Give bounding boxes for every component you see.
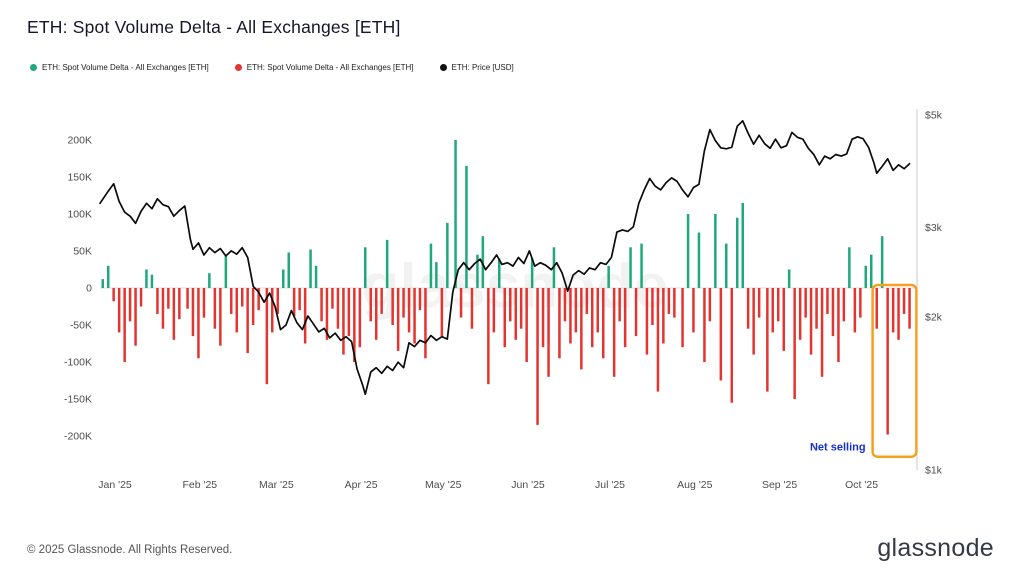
volume-delta-bars xyxy=(101,140,911,435)
svg-text:$5k: $5k xyxy=(925,110,943,122)
svg-text:-50K: -50K xyxy=(70,320,92,332)
svg-text:$2k: $2k xyxy=(925,312,943,324)
net-selling-highlight-box xyxy=(871,283,918,458)
price-line xyxy=(99,119,911,396)
legend-label: ETH: Price [USD] xyxy=(451,63,514,72)
svg-text:100K: 100K xyxy=(67,209,92,221)
svg-text:Sep '25: Sep '25 xyxy=(762,479,797,491)
left-axis-ticks: 200K 150K 100K 50K 0 -50K -100K -150K -200K xyxy=(64,135,92,443)
black-series-dot-icon xyxy=(439,64,447,71)
svg-text:Jul '25: Jul '25 xyxy=(595,479,625,491)
page-title: ETH: Spot Volume Delta - All Exchanges [… xyxy=(27,17,401,37)
svg-text:-200K: -200K xyxy=(64,431,92,443)
svg-text:Feb '25: Feb '25 xyxy=(182,479,217,491)
svg-text:Jun '25: Jun '25 xyxy=(511,479,545,491)
svg-text:Mar '25: Mar '25 xyxy=(259,479,294,491)
chart-legend: ETH: Spot Volume Delta - All Exchanges [… xyxy=(30,63,514,72)
legend-item-eth-price[interactable]: ETH: Price [USD] xyxy=(439,63,514,72)
svg-text:Jan '25: Jan '25 xyxy=(98,479,132,491)
svg-text:-150K: -150K xyxy=(64,394,92,406)
svg-text:200K: 200K xyxy=(67,135,92,147)
svg-text:Aug '25: Aug '25 xyxy=(677,479,712,491)
x-axis-ticks: Jan '25 Feb '25 Mar '25 Apr '25 May '25 Jun '… xyxy=(98,479,878,491)
copyright-text: © 2025 Glassnode. All Rights Reserved. xyxy=(27,544,233,556)
right-axis-ticks: $5k $3k $2k $1k xyxy=(925,110,943,477)
legend-item-spot-volume-delta-negative[interactable]: ETH: Spot Volume Delta - All Exchanges [… xyxy=(234,63,414,72)
svg-text:$3k: $3k xyxy=(925,222,943,234)
legend-label: ETH: Spot Volume Delta - All Exchanges [… xyxy=(42,63,209,72)
chart-area[interactable]: glassnode Net selling 200K 150K 100K 50K 0 -50K… xyxy=(0,95,1024,515)
legend-item-spot-volume-delta-positive[interactable]: ETH: Spot Volume Delta - All Exchanges [… xyxy=(30,63,209,72)
green-series-dot-icon xyxy=(30,64,37,71)
svg-text:150K: 150K xyxy=(67,172,92,184)
svg-text:$1k: $1k xyxy=(925,465,943,477)
net-selling-label: Net selling xyxy=(810,442,866,454)
red-series-dot-icon xyxy=(234,64,242,71)
svg-text:May '25: May '25 xyxy=(425,479,462,491)
glassnode-logo: glassnode xyxy=(877,534,994,562)
svg-text:Oct '25: Oct '25 xyxy=(845,479,878,491)
svg-text:-100K: -100K xyxy=(64,357,92,369)
legend-label: ETH: Spot Volume Delta - All Exchanges [… xyxy=(246,63,414,72)
svg-text:0: 0 xyxy=(86,283,92,295)
svg-text:Apr '25: Apr '25 xyxy=(345,479,378,491)
svg-text:50K: 50K xyxy=(73,246,92,258)
